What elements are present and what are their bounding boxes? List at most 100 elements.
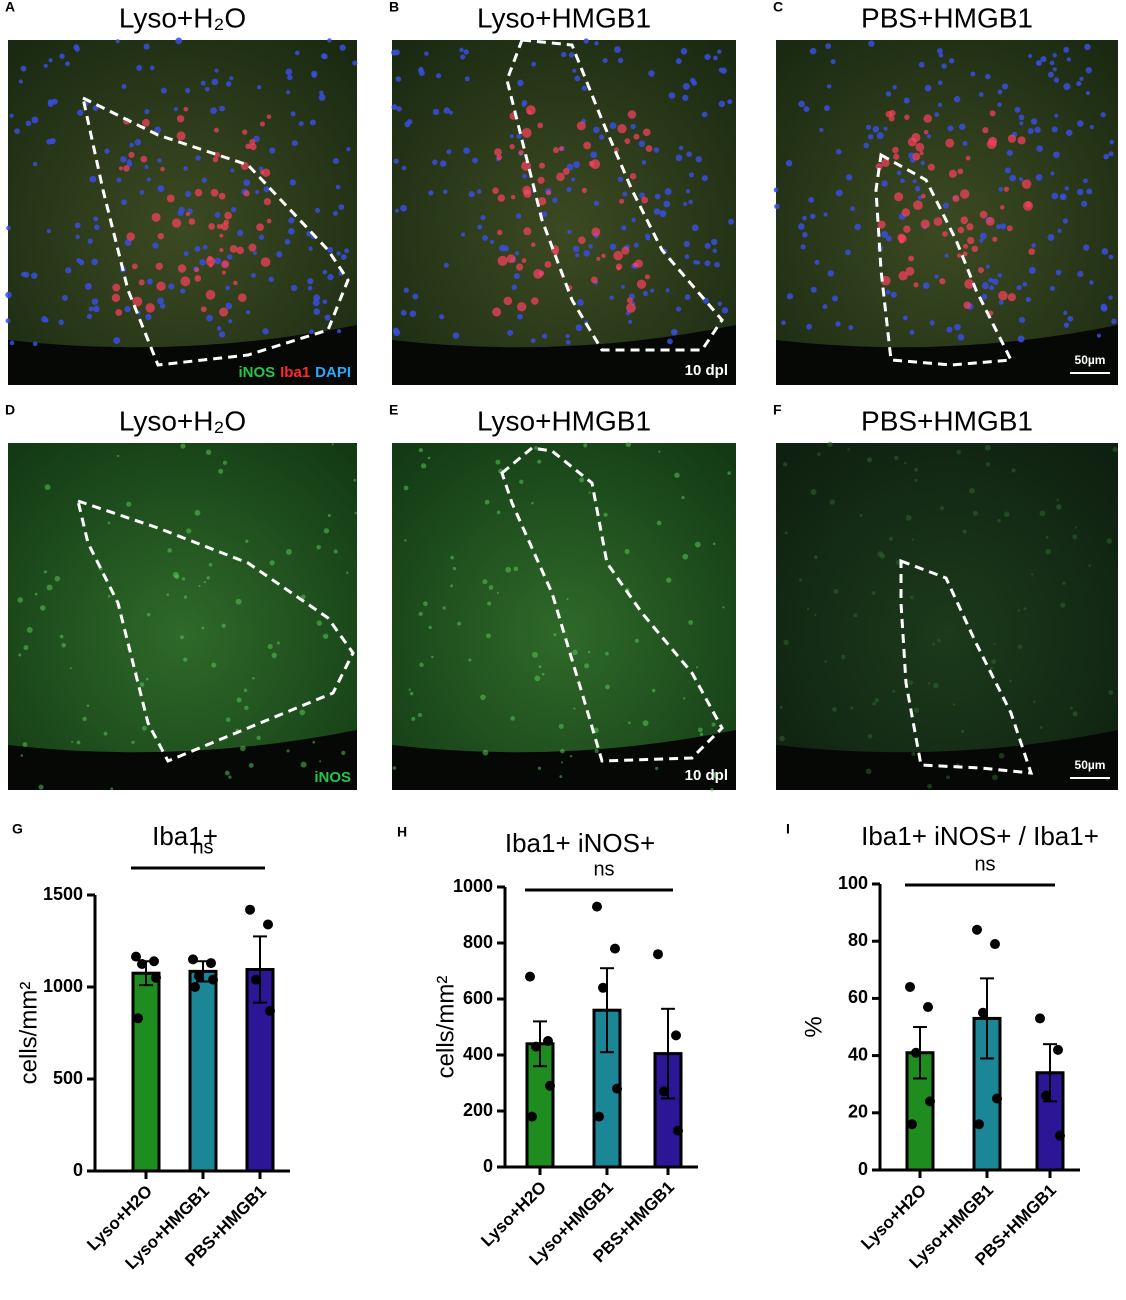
nucleus: [827, 270, 835, 277]
nucleus: [237, 229, 244, 237]
nucleus: [1047, 233, 1055, 241]
nucleus: [831, 295, 839, 302]
nucleus: [516, 133, 522, 139]
nucleus: [1009, 174, 1017, 182]
nucleus: [225, 285, 231, 291]
microglia: [617, 124, 627, 134]
microglia: [132, 296, 143, 307]
panel-letter: E: [389, 402, 398, 418]
microglia: [128, 151, 135, 158]
nucleus: [675, 154, 683, 162]
nucleus: [435, 73, 442, 79]
signal: [510, 716, 515, 721]
nucleus: [654, 193, 661, 200]
nucleus: [285, 68, 293, 76]
nucleus: [183, 166, 188, 171]
signal: [865, 768, 872, 775]
microglia: [118, 166, 124, 171]
nucleus: [440, 160, 447, 167]
signal: [392, 766, 397, 770]
nucleus: [448, 110, 454, 115]
y-axis-label: cells/mm²: [432, 976, 459, 1079]
nucleus: [146, 177, 152, 182]
signal: [208, 562, 213, 567]
nucleus: [507, 329, 514, 336]
nucleus: [1108, 254, 1114, 260]
data-point: [653, 949, 663, 960]
microglia: [919, 151, 924, 156]
signal: [853, 613, 858, 618]
signal: [244, 705, 249, 711]
microglia: [516, 263, 524, 271]
nucleus: [942, 202, 950, 209]
nucleus: [522, 173, 528, 179]
nucleus: [1018, 177, 1024, 182]
signal: [939, 506, 944, 511]
chart-title: Iba1+ iNOS+: [505, 828, 655, 858]
signal: [248, 762, 254, 768]
nucleus: [311, 72, 317, 78]
nucleus: [1064, 186, 1069, 191]
nucleus: [900, 178, 905, 184]
microglia: [627, 110, 637, 119]
y-axis-label: cells/mm²: [15, 982, 42, 1085]
data-point: [133, 1013, 143, 1024]
nucleus: [1047, 71, 1054, 78]
nucleus: [472, 157, 478, 164]
microglia: [494, 148, 502, 157]
nucleus: [432, 159, 438, 165]
nucleus: [1036, 145, 1043, 152]
nucleus: [886, 235, 892, 242]
nucleus: [988, 277, 994, 283]
panel-title: Lyso+H₂O: [119, 2, 246, 33]
signal: [1088, 564, 1091, 567]
microglia: [509, 143, 515, 150]
microglia: [907, 137, 917, 147]
nucleus: [175, 37, 183, 45]
nucleus: [127, 159, 132, 164]
nucleus: [981, 293, 988, 300]
nucleus: [480, 215, 486, 221]
nucleus: [1053, 151, 1060, 159]
microglia: [920, 193, 926, 199]
signal: [871, 591, 876, 596]
signal: [779, 705, 783, 709]
signal: [847, 448, 850, 451]
signal: [784, 531, 788, 535]
nucleus: [160, 87, 167, 94]
nucleus: [573, 161, 580, 169]
signal: [722, 606, 725, 609]
signal: [997, 518, 1001, 523]
nucleus: [322, 269, 328, 275]
nucleus: [214, 68, 219, 73]
signal: [186, 528, 192, 534]
nucleus: [1103, 153, 1110, 160]
microglia: [964, 279, 975, 289]
signal: [252, 676, 255, 680]
nucleus: [924, 84, 932, 92]
nucleus: [997, 102, 1002, 107]
microglia: [962, 251, 968, 257]
nucleus: [393, 49, 400, 56]
microglia: [979, 210, 988, 219]
nucleus: [65, 61, 70, 67]
signal: [927, 783, 932, 789]
nucleus: [309, 329, 314, 335]
nucleus: [685, 189, 691, 194]
microglia: [171, 218, 182, 228]
data-point: [149, 956, 159, 967]
data-point: [905, 981, 915, 992]
signal: [782, 461, 788, 467]
microglia: [224, 211, 232, 220]
nucleus: [1030, 118, 1038, 125]
microglia: [642, 128, 651, 137]
image: [392, 443, 736, 790]
nucleus: [396, 106, 402, 112]
nucleus: [644, 233, 651, 239]
signal: [587, 650, 591, 654]
nucleus: [200, 80, 206, 86]
nucleus: [602, 57, 608, 64]
microglia: [492, 187, 499, 194]
nucleus: [124, 306, 131, 313]
nucleus: [327, 247, 334, 253]
